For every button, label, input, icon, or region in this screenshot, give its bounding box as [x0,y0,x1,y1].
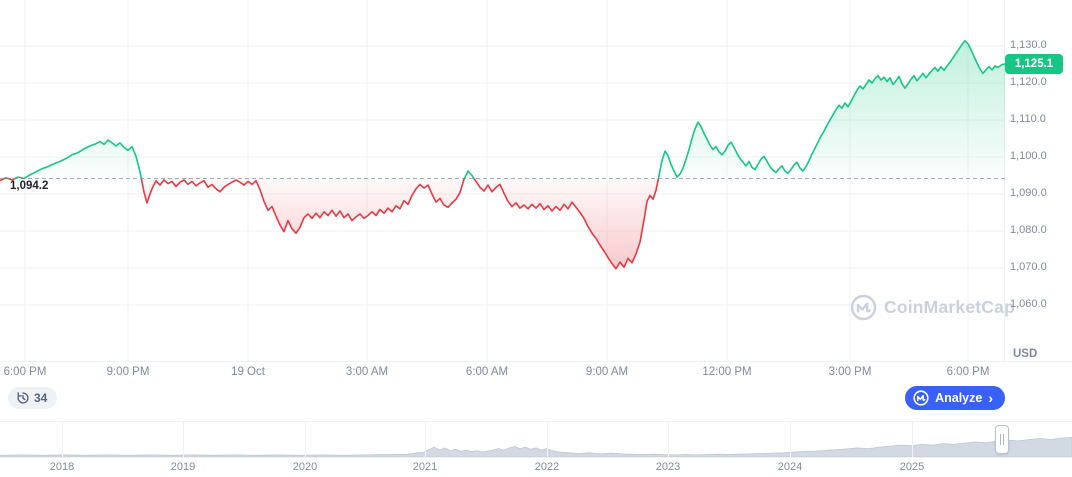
year-label: 2018 [49,461,75,473]
time-axis-label: 12:00 PM [702,366,752,378]
history-count-badge[interactable]: 34 [8,387,58,409]
current-price-badge: 1,125.1 [1005,54,1063,75]
y-axis-label: 1,070.0 [1010,261,1047,273]
year-label: 2024 [777,461,803,473]
watermark-text: CoinMarketCap [884,297,1015,317]
year-tick [912,422,913,457]
time-axis-label: 3:00 AM [345,366,389,378]
year-label: 2025 [899,461,925,473]
y-axis-label: 1,130.0 [1010,39,1047,51]
year-tick [790,422,791,457]
year-tick [425,422,426,457]
year-label: 2021 [412,461,438,473]
time-axis-label: 6:00 PM [3,366,47,378]
analyze-label: Analyze [935,391,983,405]
time-axis-label: 9:00 AM [585,366,629,378]
year-tick [183,422,184,457]
chevron-right-icon: › [988,389,993,406]
y-axis-label: 1,100.0 [1010,150,1047,162]
year-label: 2019 [170,461,196,473]
price-chart-svg[interactable] [0,0,1072,362]
y-axis-label: 1,060.0 [1010,298,1047,310]
y-axis-label: 1,080.0 [1010,224,1047,236]
time-axis-label: 3:00 PM [828,366,872,378]
chart-toolbar: 34 Analyze › [8,386,1005,410]
time-axis-label: 6:00 AM [465,366,509,378]
history-count: 34 [34,391,48,405]
time-axis-label: 6:00 PM [946,366,990,378]
year-label: 2022 [534,461,560,473]
baseline-price-label: 1,094.2 [10,180,49,193]
time-axis-label: 19 Oct [231,366,265,378]
year-labels: 2018 2019 2020 2021 2022 2023 2024 2025 [0,461,1072,475]
y-axis-label: 1,120.0 [1010,76,1047,88]
y-axis-label: 1,090.0 [1010,187,1047,199]
year-tick [668,422,669,457]
timeline-range-selector[interactable] [0,421,1072,458]
coinmarketcap-logo-icon [850,294,877,321]
y-axis-label: 1,110.0 [1010,113,1046,125]
coinmarketcap-watermark: CoinMarketCap [850,294,1015,321]
analyze-cmc-icon [913,390,929,406]
year-tick [62,422,63,457]
main-chart-area: CoinMarketCap 1,094.2 1,130.0 1,120.0 1,11… [0,0,1072,362]
range-handle[interactable] [995,425,1009,454]
time-axis: 6:00 PM 9:00 PM 19 Oct 3:00 AM 6:00 AM 9:00 A… [0,366,1072,382]
year-label: 2020 [292,461,318,473]
year-tick [547,422,548,457]
time-axis-label: 9:00 PM [106,366,150,378]
timeline-sparkline [0,436,1072,457]
year-label: 2023 [655,461,681,473]
year-tick [305,422,306,457]
usd-unit-label: USD [1013,348,1038,360]
analyze-button[interactable]: Analyze › [905,386,1005,410]
history-clock-icon [17,392,29,404]
